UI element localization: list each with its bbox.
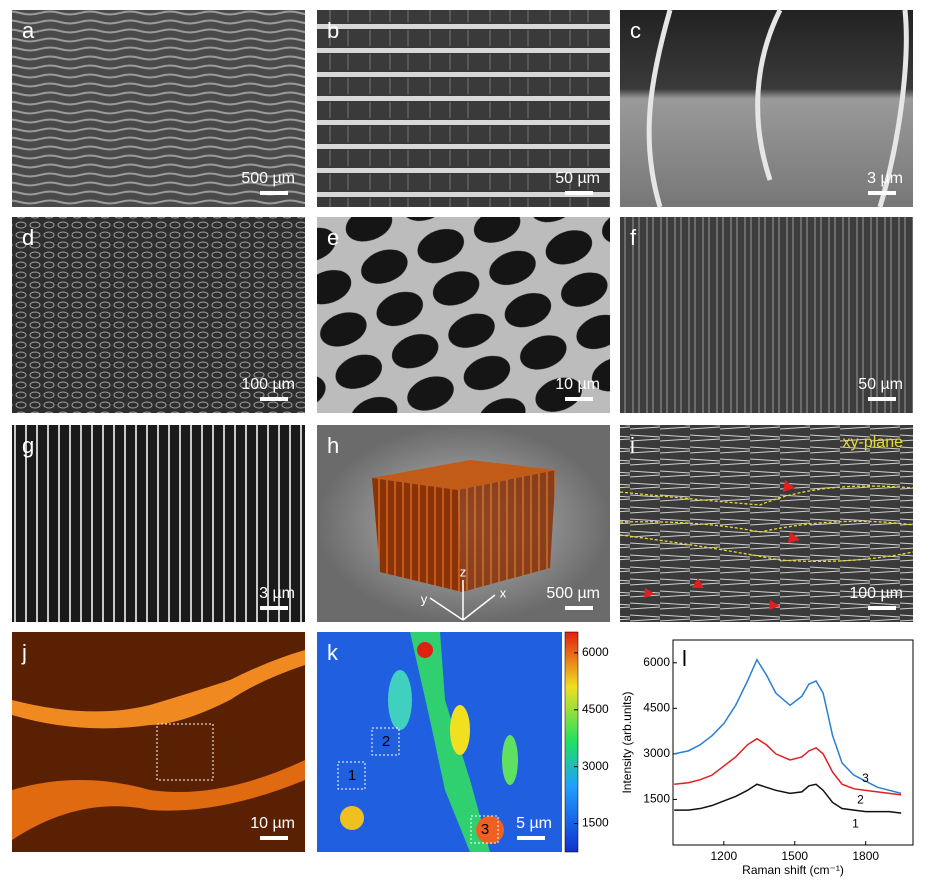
scale-bar-label: 500 µm [546, 585, 600, 602]
panel-label: k [327, 640, 339, 665]
scale-bar [565, 191, 593, 195]
axis-label: z [460, 564, 467, 579]
scale-bar-label: 50 µm [858, 376, 903, 393]
colorbar-tick-label: 1500 [582, 816, 609, 830]
panel-label: a [22, 18, 35, 43]
panel-label: f [630, 225, 637, 250]
y-tick-label: 1500 [643, 792, 670, 806]
heatmap-blob [502, 735, 518, 785]
panel-label: i [630, 433, 635, 458]
x-tick-label: 1500 [781, 849, 808, 863]
y-axis-label: Intensity (arb.units) [620, 691, 634, 793]
heatmap-blob [450, 705, 470, 755]
heatmap-blob [417, 642, 433, 658]
annotation: xy-plane [843, 434, 904, 451]
panel-label: e [327, 225, 339, 250]
region-label: 1 [348, 767, 356, 784]
scale-bar [868, 191, 896, 195]
axis-label: x [500, 585, 507, 600]
axis-label: y [421, 591, 428, 606]
scale-bar [260, 836, 288, 840]
band [12, 650, 305, 729]
cube-front [372, 478, 462, 592]
panel-label: c [630, 18, 641, 43]
region-label: 2 [382, 733, 390, 750]
cube-top [372, 460, 556, 490]
boundary [619, 485, 914, 563]
scale-bar [565, 397, 593, 401]
x-tick-label: 1200 [710, 849, 737, 863]
heatmap-blob [476, 816, 504, 844]
roi [156, 723, 214, 781]
series-label: 1 [852, 817, 859, 831]
micrograph [12, 217, 305, 413]
colorbar-tick-label: 4500 [582, 702, 609, 716]
scale-bar [260, 397, 288, 401]
y-tick-label: 3000 [643, 746, 670, 760]
panel-label: h [327, 433, 339, 458]
y-tick-label: 6000 [643, 655, 670, 669]
scale-bar [868, 606, 896, 610]
roi [337, 761, 366, 790]
series-label: 2 [857, 792, 864, 806]
panel-label: g [22, 433, 34, 458]
scale-bar [260, 191, 288, 195]
panel-label: j [21, 640, 27, 665]
panel-label: b [327, 18, 339, 43]
scale-bar-label: 3 µm [259, 585, 295, 602]
micrograph [620, 217, 913, 413]
scale-bar-label: 100 µm [849, 585, 903, 602]
markers [644, 480, 800, 610]
y-tick-label: 4500 [643, 701, 670, 715]
axes-arrows [429, 580, 496, 621]
band [12, 760, 305, 840]
region-label: 3 [481, 821, 489, 838]
scale-bar-label: 100 µm [241, 376, 295, 393]
scale-bar-label: 10 µm [555, 376, 600, 393]
micrograph [317, 217, 610, 413]
roi [371, 727, 400, 756]
series-line [674, 783, 902, 814]
scale-bar-label: 3 µm [867, 170, 903, 187]
scale-bar [565, 606, 593, 610]
scale-bar-label: 5 µm [516, 815, 552, 832]
fiber [646, 8, 909, 208]
heatmap-blob [340, 806, 364, 830]
micrograph [317, 10, 610, 207]
cube-side [458, 470, 556, 592]
series-line [674, 658, 902, 795]
roi [470, 815, 499, 844]
scale-bar-label: 10 µm [250, 815, 295, 832]
micrograph [12, 10, 305, 207]
heatmap-blob [388, 670, 412, 730]
x-tick-label: 1800 [852, 849, 879, 863]
scale-bar-label: 500 µm [241, 170, 295, 187]
colorbar-tick-label: 6000 [582, 645, 609, 659]
plot-frame [672, 639, 914, 846]
panel-label: d [22, 225, 34, 250]
scale-bar-label: 50 µm [555, 170, 600, 187]
micrograph [12, 425, 305, 622]
x-axis-label: Raman shift (cm⁻¹) [742, 863, 844, 877]
micrograph [620, 425, 913, 622]
panel-images [12, 8, 914, 853]
heatmap-blob [410, 632, 490, 852]
series-label: 3 [862, 771, 869, 785]
scale-bar [517, 836, 545, 840]
series-line [674, 737, 902, 796]
panel-label: l [682, 646, 687, 671]
scale-bar [260, 606, 288, 610]
colorbar-tick-label: 3000 [582, 759, 609, 773]
scale-bar [868, 397, 896, 401]
colorbar [564, 631, 579, 853]
